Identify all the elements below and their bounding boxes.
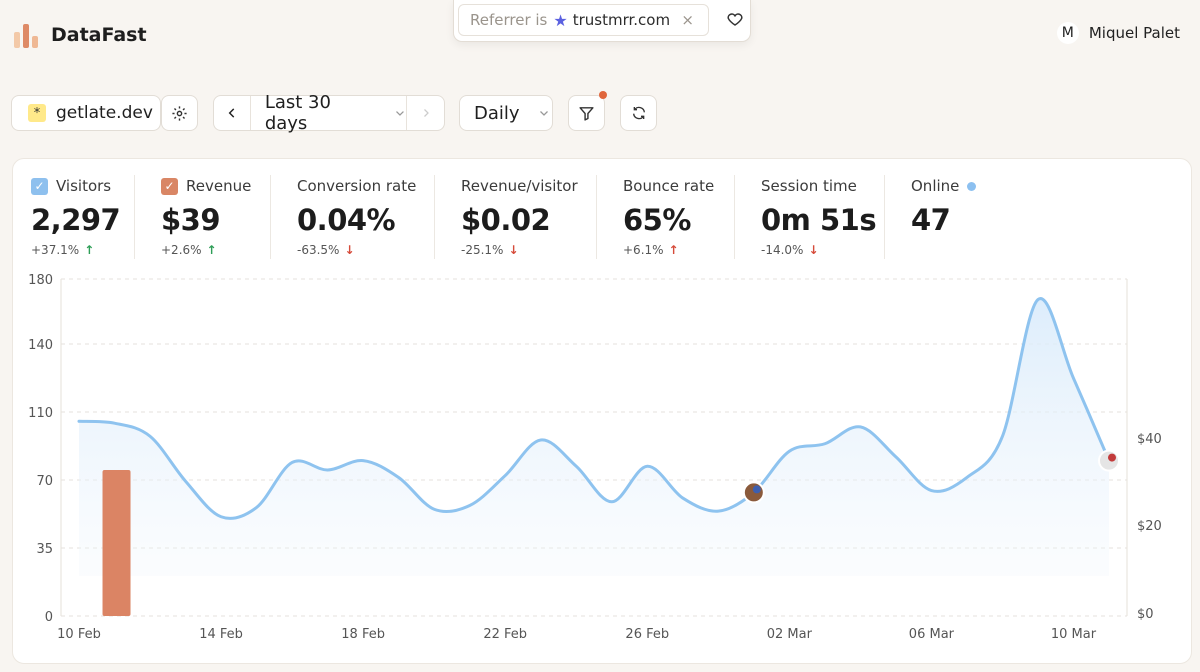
referrer-filter-value: trustmrr.com xyxy=(572,11,671,29)
interval-select[interactable]: Daily xyxy=(459,95,553,131)
date-range-select[interactable]: Last 30 days xyxy=(251,92,408,134)
avatar: M xyxy=(1056,22,1079,44)
refresh-icon xyxy=(632,106,645,120)
metric-revenue-per-visitor[interactable]: Revenue/visitor $0.02 -25.1% ↓ xyxy=(461,175,578,261)
x-tick-label: 06 Mar xyxy=(909,627,955,642)
x-tick-label: 14 Feb xyxy=(199,627,243,642)
date-range-group: Last 30 days xyxy=(213,92,445,134)
metric-value: 0m 51s xyxy=(761,203,877,237)
x-tick-label: 02 Mar xyxy=(767,627,813,642)
y-right-tick-label: $0 xyxy=(1137,607,1154,622)
site-selector-button[interactable]: * getlate.dev xyxy=(11,95,161,131)
metric-label: Visitors xyxy=(56,177,112,195)
metric-change: -14.0% xyxy=(761,243,804,257)
chevron-down-icon xyxy=(396,111,405,116)
brand[interactable]: DataFast xyxy=(14,20,147,50)
user-menu[interactable]: M Miquel Palet xyxy=(1056,22,1180,44)
metric-change: -25.1% xyxy=(461,243,504,257)
arrow-down-icon: ↓ xyxy=(508,243,519,257)
online-dot-icon xyxy=(967,181,977,191)
metric-visitors[interactable]: ✓ Visitors 2,297 +37.1% ↑ xyxy=(31,175,121,261)
previous-period-button[interactable] xyxy=(214,96,251,130)
x-tick-label: 10 Feb xyxy=(57,627,101,642)
arrow-down-icon: ↓ xyxy=(344,243,355,257)
metric-label: Bounce rate xyxy=(623,177,715,195)
refresh-button[interactable] xyxy=(620,95,657,131)
metric-label: Revenue/visitor xyxy=(461,177,578,195)
gear-icon xyxy=(172,105,187,121)
y-tick-label: 110 xyxy=(28,406,53,421)
arrow-up-icon: ↑ xyxy=(668,243,679,257)
close-icon[interactable]: × xyxy=(681,11,694,29)
metric-online[interactable]: Online 47 xyxy=(911,175,977,261)
visitors-area xyxy=(79,298,1109,576)
y-right-tick-label: $20 xyxy=(1137,519,1162,534)
metric-value: 47 xyxy=(911,203,951,237)
metric-label: Online xyxy=(911,177,960,195)
filter-icon xyxy=(579,106,594,121)
x-tick-label: 18 Feb xyxy=(341,627,385,642)
y-tick-label: 140 xyxy=(28,338,53,353)
metric-label: Conversion rate xyxy=(297,177,417,195)
interval-label: Daily xyxy=(474,102,520,124)
metric-change: -63.5% xyxy=(297,243,340,257)
visitor-avatar-icon[interactable] xyxy=(742,481,765,504)
filter-button[interactable] xyxy=(568,91,607,131)
x-tick-label: 26 Feb xyxy=(625,627,669,642)
user-name: Miquel Palet xyxy=(1088,24,1180,42)
referrer-filter-chip[interactable]: Referrer is ★ trustmrr.com × xyxy=(458,4,709,36)
metric-label: Session time xyxy=(761,177,857,195)
x-tick-label: 10 Mar xyxy=(1051,627,1097,642)
metric-session-time[interactable]: Session time 0m 51s -14.0% ↓ xyxy=(761,175,877,261)
app-name: DataFast xyxy=(51,24,147,46)
visitors-line xyxy=(77,297,1111,520)
chevron-right-icon xyxy=(423,109,429,117)
site-settings-button[interactable] xyxy=(161,95,198,131)
metric-label: Revenue xyxy=(186,177,252,195)
arrow-down-icon: ↓ xyxy=(808,243,819,257)
arrow-up-icon: ↑ xyxy=(206,243,217,257)
visitor-avatar-icon[interactable] xyxy=(1098,449,1120,472)
metric-change: +6.1% xyxy=(623,243,664,257)
y-tick-label: 180 xyxy=(28,273,53,288)
site-name: getlate.dev xyxy=(56,103,153,123)
site-favicon-icon: * xyxy=(28,104,46,122)
visitors-checkbox-icon[interactable]: ✓ xyxy=(31,177,48,195)
y-tick-label: 35 xyxy=(36,542,53,557)
referrer-filter-label: Referrer is xyxy=(470,11,548,29)
x-tick-label: 22 Feb xyxy=(483,627,527,642)
metric-value: 65% xyxy=(623,203,691,237)
analytics-card: ✓ Visitors 2,297 +37.1% ↑ ✓ Revenue $39 +… xyxy=(12,158,1192,664)
chevron-left-icon xyxy=(228,108,235,118)
revenue-checkbox-icon[interactable]: ✓ xyxy=(161,177,178,195)
metric-revenue[interactable]: ✓ Revenue $39 +2.6% ↑ xyxy=(161,175,251,261)
y-right-tick-label: $40 xyxy=(1137,432,1162,447)
revenue-bar[interactable] xyxy=(102,469,131,616)
y-tick-label: 70 xyxy=(36,474,53,489)
star-icon: ★ xyxy=(553,10,568,30)
chevron-down-icon xyxy=(539,111,548,116)
metric-value: 2,297 xyxy=(31,203,121,237)
metric-change: +2.6% xyxy=(161,243,202,257)
filter-active-dot xyxy=(599,91,607,99)
referrer-filter-popover: Referrer is ★ trustmrr.com × xyxy=(453,0,751,42)
heart-icon[interactable] xyxy=(726,10,744,28)
y-tick-label: 0 xyxy=(45,610,53,625)
next-period-button[interactable] xyxy=(407,96,444,130)
metric-bounce-rate[interactable]: Bounce rate 65% +6.1% ↑ xyxy=(623,175,714,261)
visitors-revenue-chart: 180 140 110 70 35 0 $40 $20 $0 10 Feb 14 Feb 18 Feb… xyxy=(28,273,1162,642)
date-range-label: Last 30 days xyxy=(264,92,331,134)
metric-value: $0.02 xyxy=(461,203,551,237)
metric-value: 0.04% xyxy=(297,203,396,237)
metric-change: +37.1% xyxy=(31,243,80,257)
metric-conversion-rate[interactable]: Conversion rate 0.04% -63.5% ↓ xyxy=(297,175,416,261)
metric-value: $39 xyxy=(161,203,221,237)
datafast-logo-icon xyxy=(14,22,40,48)
arrow-up-icon: ↑ xyxy=(84,243,95,257)
